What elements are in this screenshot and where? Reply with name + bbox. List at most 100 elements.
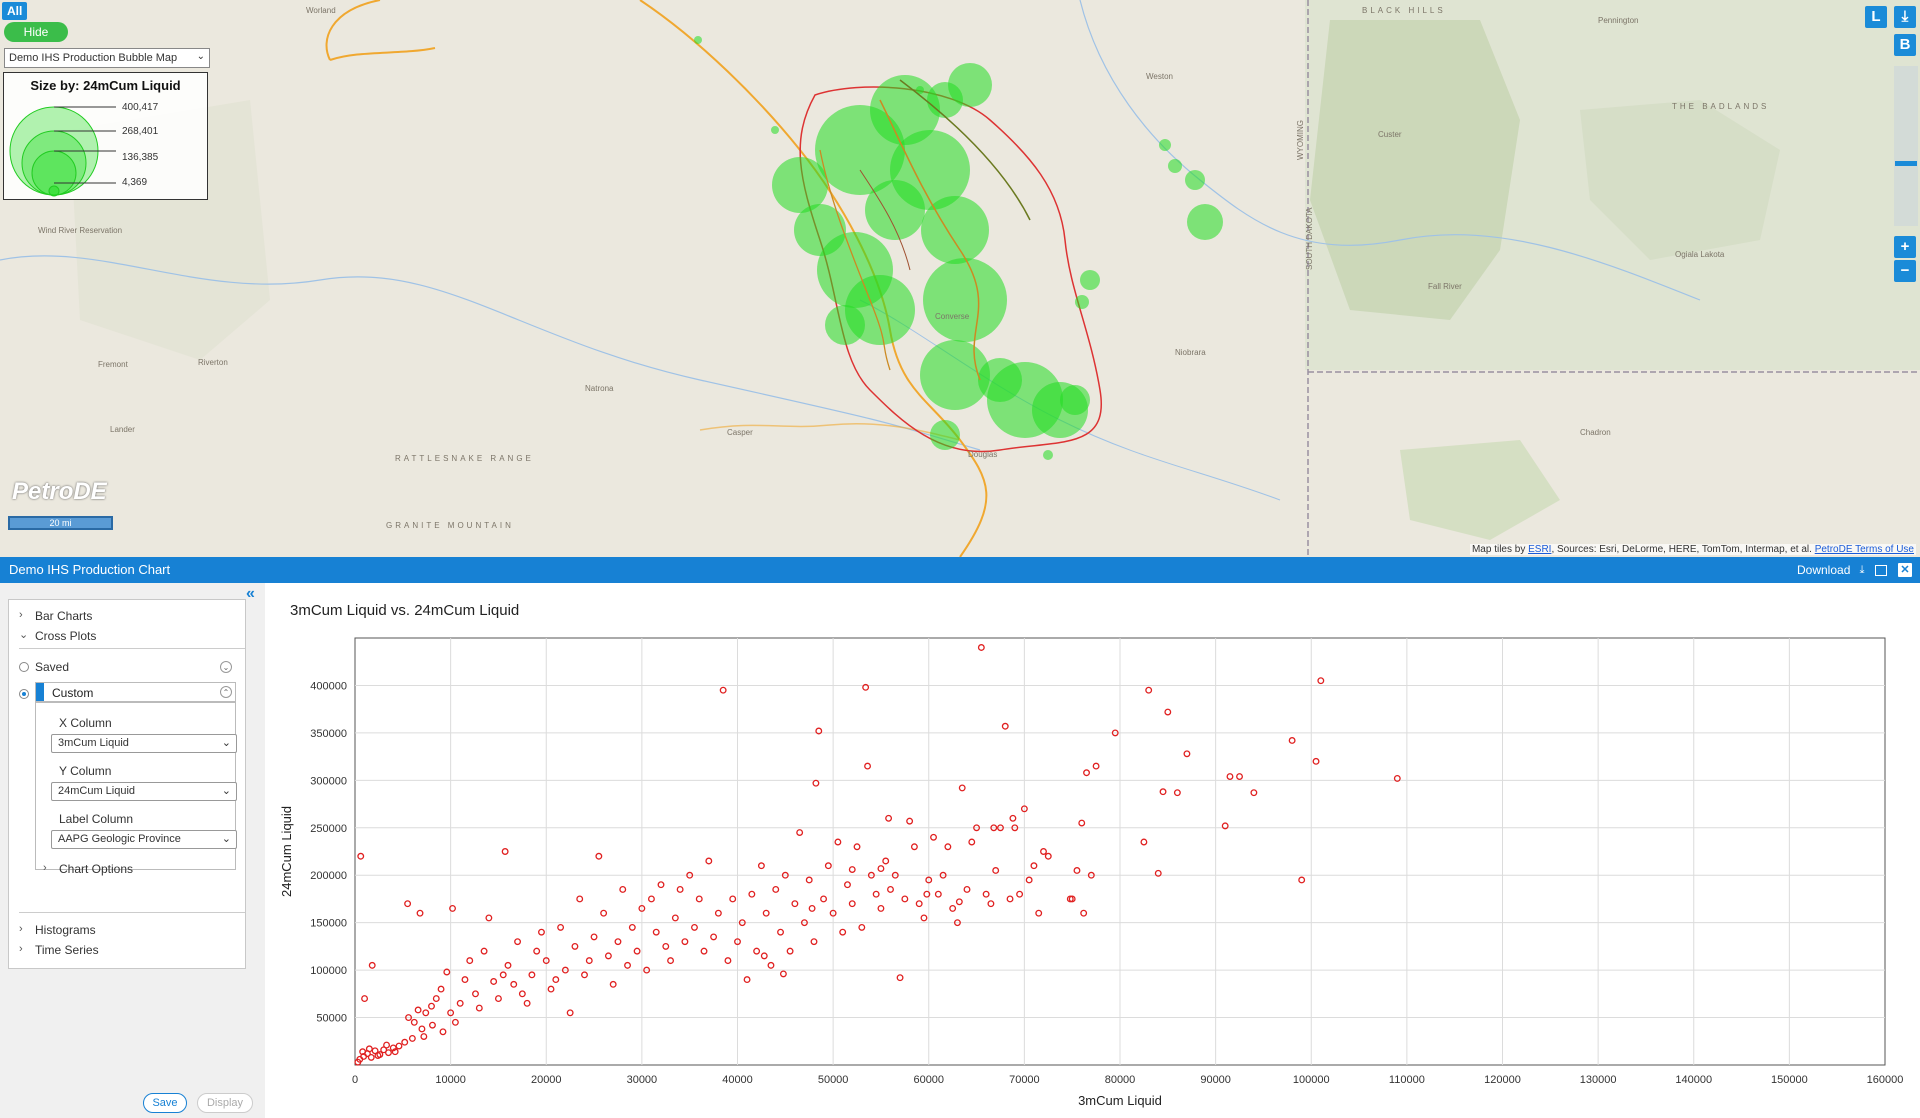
data-point[interactable] — [380, 1046, 388, 1054]
data-point[interactable] — [1317, 677, 1325, 685]
collapse-sidebar-icon[interactable]: « — [246, 585, 255, 602]
data-point[interactable] — [475, 1004, 483, 1012]
chart-options-toggle[interactable]: Chart Options — [59, 862, 134, 876]
data-point[interactable] — [552, 976, 560, 984]
data-point[interactable] — [422, 1009, 430, 1017]
data-point[interactable] — [877, 865, 885, 873]
data-point[interactable] — [1020, 805, 1028, 813]
data-point[interactable] — [518, 990, 526, 998]
data-point[interactable] — [864, 762, 871, 770]
data-point[interactable] — [796, 829, 804, 836]
data-point[interactable] — [934, 890, 942, 898]
data-point[interactable] — [944, 843, 952, 851]
data-point[interactable] — [695, 895, 703, 903]
data-point[interactable] — [681, 938, 689, 946]
layer-select[interactable]: Demo IHS Production Bubble Map ⌄ — [4, 48, 210, 68]
data-point[interactable] — [499, 971, 507, 979]
data-point[interactable] — [1288, 737, 1296, 744]
save-button[interactable]: Save — [143, 1093, 187, 1113]
data-point[interactable] — [910, 843, 918, 851]
sidebar-item-cross-plots[interactable]: Cross Plots — [35, 629, 97, 643]
data-point[interactable] — [748, 890, 756, 898]
data-point[interactable] — [955, 898, 963, 906]
data-point[interactable] — [805, 876, 813, 884]
data-point[interactable] — [743, 976, 751, 984]
data-point[interactable] — [652, 928, 660, 936]
data-point[interactable] — [1080, 909, 1088, 917]
esri-link[interactable]: ESRI — [1528, 544, 1552, 555]
data-point[interactable] — [862, 683, 870, 691]
data-point[interactable] — [719, 686, 727, 694]
data-point[interactable] — [449, 904, 456, 912]
data-point[interactable] — [772, 886, 780, 893]
maximize-icon[interactable] — [1875, 565, 1887, 576]
data-point[interactable] — [395, 1042, 403, 1050]
data-point[interactable] — [461, 976, 469, 984]
data-point[interactable] — [990, 824, 998, 832]
data-point[interactable] — [595, 852, 603, 860]
data-point[interactable] — [538, 928, 545, 936]
data-point[interactable] — [585, 957, 593, 965]
chevron-right-icon[interactable]: › — [19, 943, 23, 955]
data-point[interactable] — [401, 1038, 409, 1046]
data-point[interactable] — [1183, 750, 1191, 758]
data-point[interactable] — [466, 957, 474, 965]
data-point[interactable] — [472, 990, 479, 998]
data-point[interactable] — [504, 961, 512, 969]
data-point[interactable] — [968, 838, 976, 846]
chevron-down-icon[interactable]: ⌄ — [220, 661, 232, 673]
data-point[interactable] — [1083, 769, 1090, 777]
data-point[interactable] — [810, 938, 818, 946]
data-point[interactable] — [480, 947, 488, 955]
download-icon[interactable]: ⤓ — [1894, 6, 1916, 28]
data-point[interactable] — [1145, 686, 1153, 694]
data-point[interactable] — [657, 881, 665, 889]
zoom-slider[interactable] — [1894, 66, 1918, 226]
data-point[interactable] — [882, 857, 890, 865]
chevron-up-icon[interactable]: ⌃ — [220, 686, 232, 698]
hide-button[interactable]: Hide — [4, 22, 68, 42]
data-point[interactable] — [800, 919, 808, 927]
x-column-select[interactable]: 3mCum Liquid ⌄ — [51, 734, 237, 753]
data-point[interactable] — [1236, 773, 1243, 780]
chevron-right-icon[interactable]: › — [19, 923, 23, 935]
download-button[interactable]: Download — [1797, 563, 1851, 577]
data-point[interactable] — [581, 971, 588, 979]
data-point[interactable] — [686, 871, 694, 879]
chevron-right-icon[interactable]: › — [19, 609, 23, 621]
data-point[interactable] — [494, 995, 502, 1003]
data-point[interactable] — [676, 886, 684, 893]
data-point[interactable] — [901, 895, 909, 903]
data-point[interactable] — [671, 914, 679, 922]
data-point[interactable] — [820, 895, 828, 903]
custom-section-header[interactable]: Custom ⌃ — [35, 682, 236, 702]
data-point[interactable] — [872, 890, 880, 898]
data-point[interactable] — [1092, 762, 1100, 770]
data-point[interactable] — [1154, 869, 1162, 877]
data-point[interactable] — [887, 886, 894, 893]
data-point[interactable] — [561, 966, 569, 974]
data-point[interactable] — [638, 904, 646, 912]
y-column-select[interactable]: 24mCum Liquid ⌄ — [51, 782, 237, 801]
data-point[interactable] — [767, 961, 775, 969]
data-point[interactable] — [414, 1006, 422, 1014]
data-point[interactable] — [757, 862, 765, 870]
data-point[interactable] — [829, 909, 837, 917]
close-icon[interactable]: ✕ — [1898, 563, 1912, 577]
data-point[interactable] — [930, 833, 937, 841]
data-point[interactable] — [906, 817, 914, 825]
data-point[interactable] — [867, 871, 875, 879]
data-point[interactable] — [834, 838, 842, 846]
data-point[interactable] — [920, 914, 928, 922]
data-point[interactable] — [781, 871, 789, 879]
data-point[interactable] — [734, 938, 741, 946]
data-point[interactable] — [958, 784, 966, 792]
data-point[interactable] — [1111, 729, 1119, 737]
data-point[interactable] — [437, 985, 445, 993]
data-point[interactable] — [510, 980, 518, 988]
data-point[interactable] — [439, 1028, 447, 1036]
chevron-right-icon[interactable]: › — [43, 862, 47, 874]
data-point[interactable] — [1009, 814, 1017, 822]
data-point[interactable] — [385, 1049, 392, 1057]
data-point[interactable] — [858, 923, 866, 931]
